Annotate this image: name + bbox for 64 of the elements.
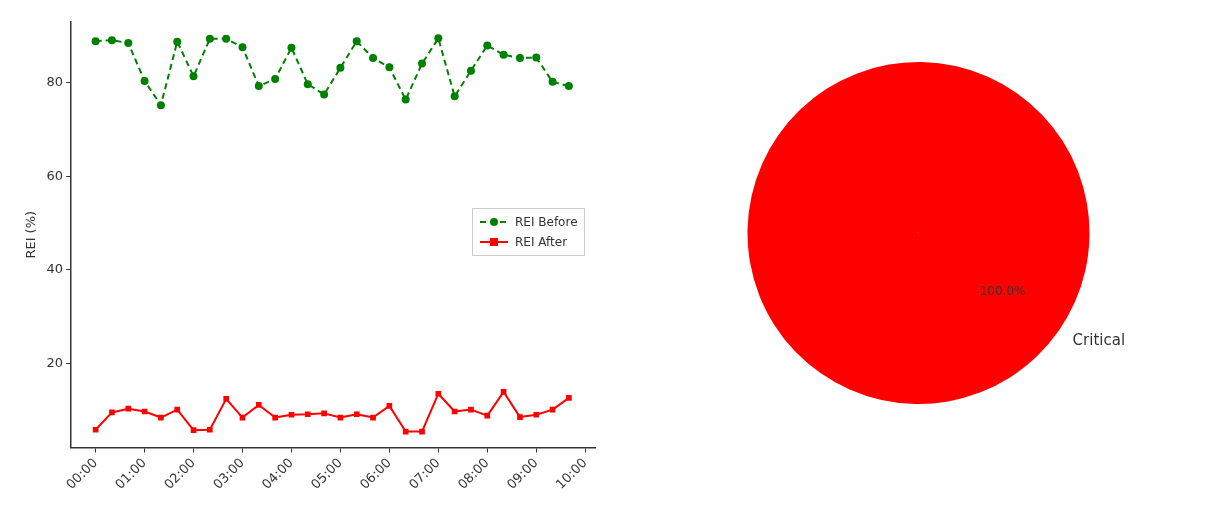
- point: [271, 75, 280, 84]
- point: [353, 411, 360, 418]
- point: [566, 395, 572, 401]
- point: [515, 54, 524, 62]
- point: [499, 50, 508, 59]
- point: [434, 34, 443, 43]
- point: [370, 414, 376, 421]
- point: [174, 406, 181, 413]
- point: [548, 77, 557, 86]
- y-tick-label: 20: [46, 354, 64, 370]
- point: [156, 101, 165, 110]
- point: [189, 72, 198, 81]
- point: [91, 37, 100, 46]
- y-tick-label: 40: [46, 261, 64, 277]
- point: [107, 36, 116, 45]
- point: [352, 37, 361, 46]
- point: [418, 59, 427, 68]
- point: [303, 80, 312, 89]
- legend-label: REI Before: [515, 215, 578, 229]
- point: [140, 76, 149, 85]
- point: [564, 82, 573, 91]
- point: [92, 426, 99, 433]
- point: [158, 414, 164, 421]
- point: [386, 403, 393, 409]
- point: [402, 428, 409, 435]
- point: [288, 411, 295, 418]
- point: [223, 396, 230, 402]
- point: [125, 405, 132, 412]
- point: [190, 427, 197, 434]
- point: [207, 426, 213, 433]
- point: [124, 39, 133, 48]
- point: [287, 43, 296, 52]
- point: [321, 410, 327, 417]
- point: [517, 414, 523, 420]
- y-tick-label: 80: [46, 74, 64, 90]
- data-label: 100.0%: [979, 283, 1026, 298]
- point: [483, 41, 492, 50]
- point: [320, 90, 329, 99]
- point: [255, 402, 262, 408]
- point: [336, 63, 345, 72]
- point: [222, 34, 231, 43]
- point: [205, 34, 214, 43]
- point: [435, 390, 442, 397]
- point: [304, 411, 311, 418]
- point: [109, 409, 115, 416]
- slice-label: Critical: [1072, 330, 1126, 349]
- point: [401, 95, 410, 104]
- point: [173, 37, 182, 46]
- point: [419, 428, 425, 435]
- point: [532, 53, 541, 62]
- y-tick-label: 60: [46, 167, 64, 183]
- point: [484, 412, 491, 419]
- point: [272, 414, 278, 421]
- point: [466, 66, 475, 75]
- y-axis-title: REI (%): [23, 210, 39, 259]
- point: [450, 92, 459, 101]
- point: [254, 82, 263, 91]
- point: [468, 406, 474, 413]
- point: [385, 63, 394, 72]
- point: [500, 389, 507, 395]
- legend-label: REI After: [515, 235, 568, 249]
- point: [238, 43, 247, 52]
- point: [369, 54, 378, 62]
- point: [533, 411, 540, 418]
